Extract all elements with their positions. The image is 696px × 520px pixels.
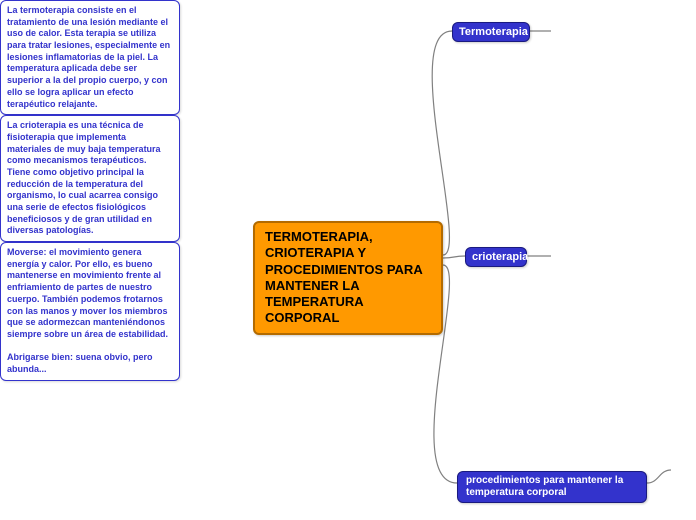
- branch-procedimientos[interactable]: procedimientos para mantener la temperat…: [457, 471, 647, 503]
- mindmap-canvas: TERMOTERAPIA, CRIOTERAPIA Y PROCEDIMIENT…: [0, 0, 696, 520]
- leaf-crioterapia[interactable]: La crioterapia es una técnica de fisiote…: [0, 115, 180, 242]
- branch-crioterapia[interactable]: crioterapia: [465, 247, 527, 267]
- leaf-procedimientos[interactable]: Moverse: el movimiento genera energía y …: [0, 242, 180, 381]
- branch-termoterapia[interactable]: Termoterapia: [452, 22, 530, 42]
- root-node[interactable]: TERMOTERAPIA, CRIOTERAPIA Y PROCEDIMIENT…: [253, 221, 443, 335]
- leaf-termoterapia[interactable]: La termoterapia consiste en el tratamien…: [0, 0, 180, 115]
